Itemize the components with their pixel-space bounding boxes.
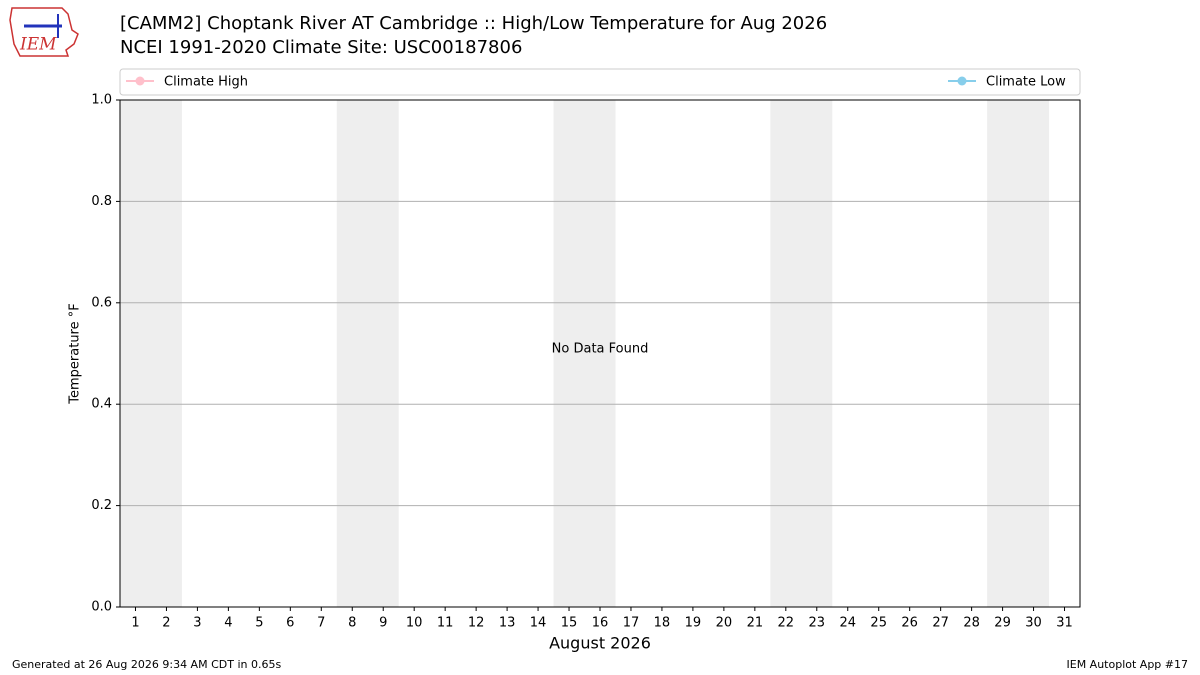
y-tick-label: 0.2: [91, 498, 112, 513]
legend-label: Climate High: [164, 75, 248, 90]
y-tick-label: 1.0: [91, 93, 112, 108]
annotation: No Data Found: [552, 342, 649, 357]
chart-title: [CAMM2] Choptank River AT Cambridge :: H…: [120, 13, 827, 34]
x-tick-label: 5: [255, 616, 263, 631]
x-tick-label: 12: [468, 616, 485, 631]
x-tick-label: 11: [437, 616, 454, 631]
x-tick-label: 8: [348, 616, 356, 631]
x-tick-label: 10: [406, 616, 423, 631]
x-tick-label: 2: [162, 616, 170, 631]
x-tick-label: 6: [286, 616, 294, 631]
x-tick-label: 22: [778, 616, 795, 631]
weekend-shade: [770, 100, 833, 607]
weekend-shade: [336, 100, 399, 607]
x-tick-label: 31: [1056, 616, 1073, 631]
legend-marker: [135, 76, 145, 86]
chart-subtitle: NCEI 1991-2020 Climate Site: USC00187806: [120, 37, 522, 58]
x-tick-label: 4: [224, 616, 232, 631]
x-tick-label: 9: [379, 616, 387, 631]
legend-box: [119, 68, 1081, 96]
x-tick-label: 18: [654, 616, 671, 631]
x-tick-label: 20: [716, 616, 733, 631]
weekend-shade: [553, 100, 616, 607]
weekend-shade: [120, 100, 182, 607]
legend-label: Climate Low: [986, 75, 1066, 90]
x-tick-label: 23: [809, 616, 826, 631]
x-tick-label: 21: [747, 616, 764, 631]
legend-marker: [957, 76, 967, 86]
footer-left: Generated at 26 Aug 2026 9:34 AM CDT in …: [12, 658, 281, 671]
plot-frame: [119, 99, 1081, 608]
x-tick-label: 14: [530, 616, 547, 631]
x-tick-label: 7: [317, 616, 325, 631]
footer-right: IEM Autoplot App #17: [1067, 658, 1189, 671]
x-tick-label: 3: [193, 616, 201, 631]
y-tick-label: 0.8: [91, 194, 112, 209]
x-tick-label: 17: [623, 616, 640, 631]
y-tick-label: 0.4: [91, 397, 112, 412]
logo-text: IEM: [19, 35, 57, 55]
x-tick-label: 16: [592, 616, 609, 631]
y-axis-label: Temperature °F: [68, 303, 83, 404]
logo: IEM: [9, 7, 79, 57]
weekend-shade: [987, 100, 1050, 607]
x-tick-label: 24: [839, 616, 856, 631]
y-tick-label: 0.6: [91, 295, 112, 310]
x-tick-label: 19: [685, 616, 702, 631]
x-tick-label: 26: [901, 616, 918, 631]
x-tick-label: 29: [994, 616, 1011, 631]
logo-outline: [9, 7, 79, 57]
x-tick-label: 1: [131, 616, 139, 631]
x-axis-label: August 2026: [549, 634, 651, 653]
x-tick-label: 15: [561, 616, 578, 631]
x-tick-label: 13: [499, 616, 516, 631]
x-tick-label: 25: [870, 616, 887, 631]
x-tick-label: 28: [963, 616, 980, 631]
y-tick-label: 0.0: [91, 600, 112, 615]
x-tick-label: 30: [1025, 616, 1042, 631]
x-tick-label: 27: [932, 616, 949, 631]
